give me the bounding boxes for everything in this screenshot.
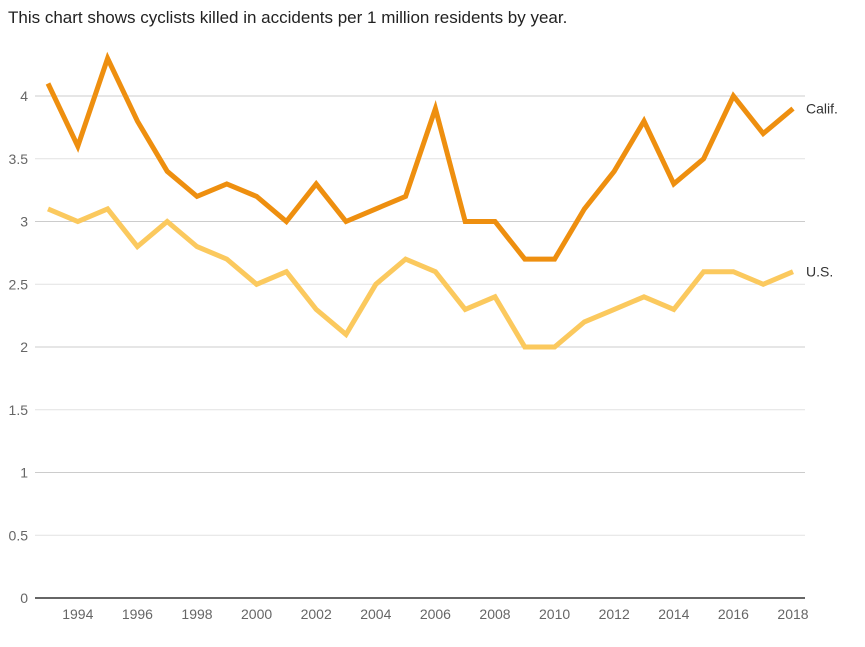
x-tick-label: 2018 <box>777 606 808 622</box>
y-tick-label: 3 <box>20 214 28 230</box>
x-tick-label: 2014 <box>658 606 689 622</box>
y-tick-label: 4 <box>20 88 28 104</box>
x-tick-label: 2002 <box>301 606 332 622</box>
y-tick-label: 0 <box>20 590 28 606</box>
x-tick-label: 2004 <box>360 606 391 622</box>
series-label: U.S. <box>806 264 833 280</box>
x-tick-label: 2006 <box>420 606 451 622</box>
y-axis-ticks: 0 0.5 1 1.5 2 2.5 3 3.5 4 <box>9 88 29 606</box>
x-tick-label: 2000 <box>241 606 272 622</box>
x-tick-label: 2010 <box>539 606 570 622</box>
series-line <box>47 205 794 350</box>
x-tick-label: 1998 <box>181 606 212 622</box>
chart-title: This chart shows cyclists killed in acci… <box>8 8 568 27</box>
x-tick-label: 2008 <box>479 606 510 622</box>
y-tick-label: 2 <box>20 339 28 355</box>
x-tick-label: 2016 <box>718 606 749 622</box>
x-tick-label: 1994 <box>62 606 93 622</box>
x-tick-label: 2012 <box>599 606 630 622</box>
series-lines <box>45 51 795 350</box>
y-tick-label: 0.5 <box>9 527 29 543</box>
x-tick-label: 1996 <box>122 606 153 622</box>
series-labels: U.S. Calif. <box>806 101 838 280</box>
y-tick-label: 3.5 <box>9 151 29 167</box>
series-line <box>45 51 795 262</box>
y-tick-label: 1.5 <box>9 402 29 418</box>
gridlines <box>35 95 805 599</box>
series-label: Calif. <box>806 101 838 117</box>
y-tick-label: 1 <box>20 465 28 481</box>
x-axis-ticks: 1994 1996 1998 2000 2002 2004 2006 2008 2010 2012… <box>62 606 809 622</box>
y-tick-label: 2.5 <box>9 276 29 292</box>
